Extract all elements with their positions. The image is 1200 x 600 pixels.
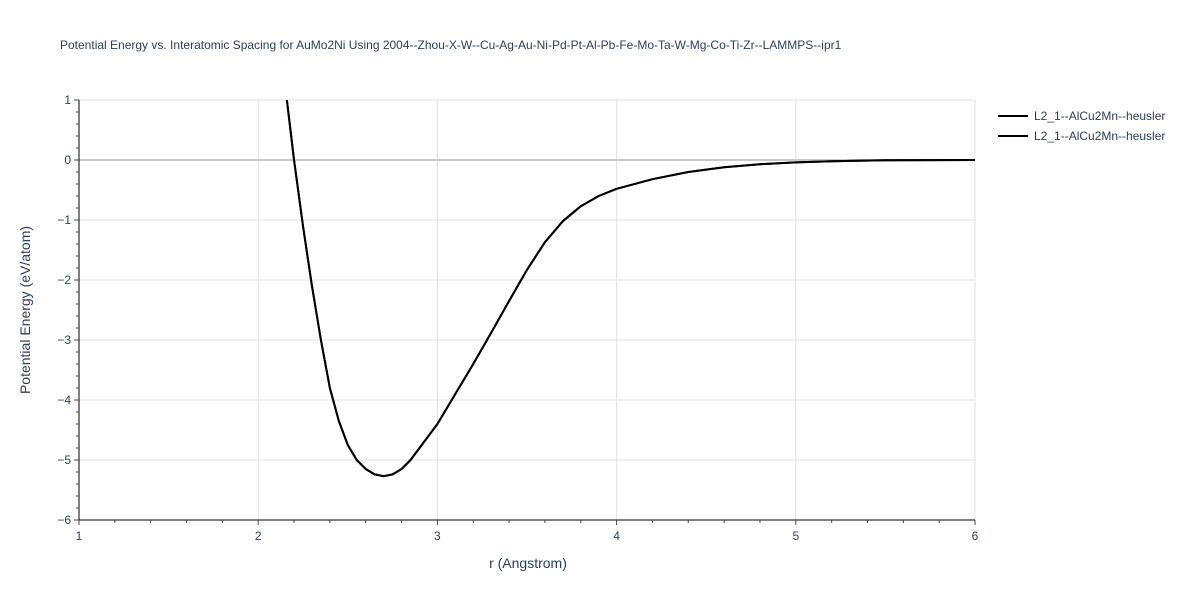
legend[interactable]: L2_1--AlCu2Mn--heusler L2_1--AlCu2Mn--he… — [998, 106, 1165, 146]
x-tick-label: 3 — [434, 529, 441, 543]
legend-label: L2_1--AlCu2Mn--heusler — [1034, 109, 1166, 123]
grid-lines — [79, 99, 976, 520]
x-tick-label: 4 — [613, 529, 620, 543]
axes: 1 2 3 4 5 6 1 0 −1 −2 −3 −4 −5 −6 — [57, 93, 978, 543]
series-line-2 — [285, 100, 975, 478]
y-tick-label: −6 — [57, 513, 71, 527]
legend-swatch — [998, 115, 1028, 117]
chart-title: Potential Energy vs. Interatomic Spacing… — [60, 38, 842, 52]
legend-swatch — [998, 135, 1028, 137]
x-tick-label: 1 — [76, 529, 83, 543]
legend-item[interactable]: L2_1--AlCu2Mn--heusler — [998, 106, 1165, 126]
y-tick-label: −5 — [57, 453, 71, 467]
x-tick-label: 5 — [792, 529, 799, 543]
x-tick-label: 2 — [255, 529, 262, 543]
y-tick-label: −2 — [57, 273, 71, 287]
series-group — [285, 100, 975, 478]
y-tick-label: 0 — [64, 153, 71, 167]
y-axis-label: Potential Energy (eV/atom) — [17, 226, 33, 394]
legend-label: L2_1--AlCu2Mn--heusler — [1034, 129, 1166, 143]
series-line-1 — [285, 100, 975, 478]
y-tick-label: −4 — [57, 393, 71, 407]
x-axis-label: r (Angstrom) — [489, 555, 567, 571]
legend-item[interactable]: L2_1--AlCu2Mn--heusler — [998, 126, 1165, 146]
y-tick-label: −1 — [57, 213, 71, 227]
x-tick-label: 6 — [972, 529, 979, 543]
y-tick-label: 1 — [64, 93, 71, 107]
y-tick-label: −3 — [57, 333, 71, 347]
